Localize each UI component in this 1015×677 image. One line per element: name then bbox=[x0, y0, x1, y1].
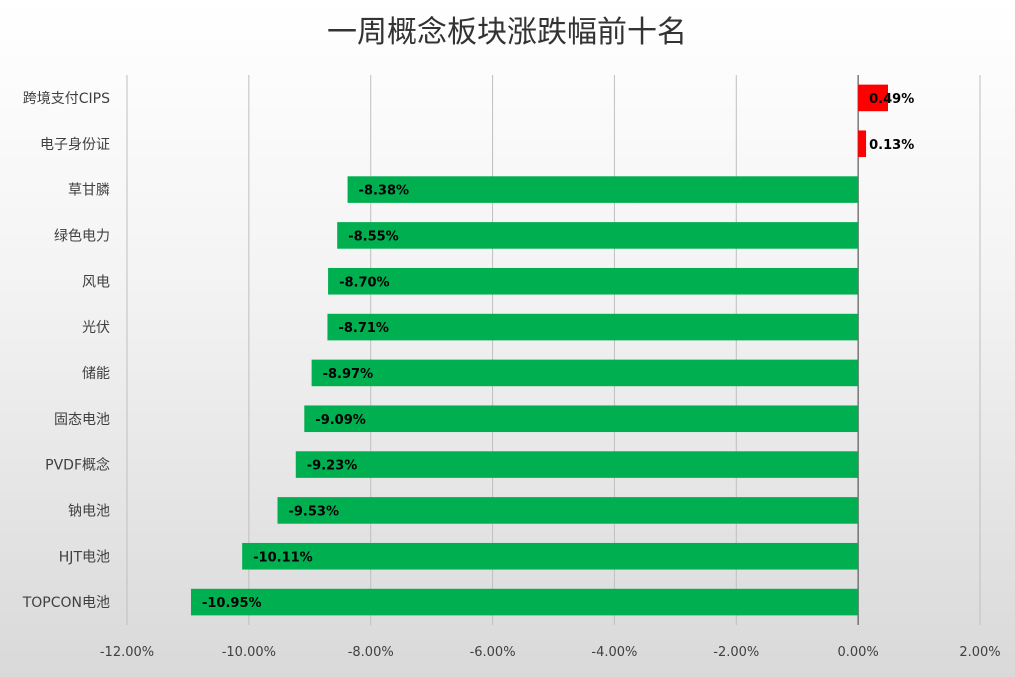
data-label: 0.49% bbox=[869, 92, 914, 107]
data-label: -10.95% bbox=[202, 596, 262, 611]
category-label: 钠电池 bbox=[68, 503, 110, 519]
data-label: -8.97% bbox=[323, 367, 374, 382]
x-tick-label: -10.00% bbox=[222, 645, 276, 660]
bar bbox=[295, 451, 859, 478]
x-tick-label: -2.00% bbox=[713, 645, 759, 660]
category-label: PVDF概念 bbox=[45, 457, 110, 474]
data-label: -8.70% bbox=[339, 275, 390, 290]
bars bbox=[190, 84, 888, 616]
bar bbox=[277, 497, 859, 524]
data-label: -8.55% bbox=[348, 229, 399, 244]
category-label: 风电 bbox=[82, 274, 110, 290]
bar bbox=[337, 222, 859, 249]
data-label: 0.13% bbox=[869, 138, 914, 153]
data-label: -10.11% bbox=[253, 550, 313, 565]
x-tick-label: 2.00% bbox=[959, 645, 1000, 660]
category-label: 光伏 bbox=[82, 320, 110, 336]
x-tick-label: -8.00% bbox=[348, 645, 394, 660]
x-tick-label: -6.00% bbox=[470, 645, 516, 660]
data-label: -8.38% bbox=[359, 184, 410, 199]
category-label: TOPCON电池 bbox=[22, 595, 110, 611]
x-tick-label: -12.00% bbox=[100, 645, 154, 660]
data-labels: 0.49% 0.13% -8.38% -8.55% -8.70% -8.71% -8.97%… bbox=[202, 92, 914, 611]
x-axis-tick-labels: -12.00% -10.00% -8.00% -6.00% -4.00% -2.00% 0.… bbox=[100, 645, 1001, 660]
data-label: -9.53% bbox=[288, 504, 339, 519]
x-tick-label: 0.00% bbox=[837, 645, 878, 660]
category-label: 储能 bbox=[82, 366, 110, 382]
category-label: 固态电池 bbox=[54, 412, 110, 428]
data-label: -9.23% bbox=[307, 459, 358, 474]
category-label: 跨境支付CIPS bbox=[23, 91, 110, 107]
data-label: -9.09% bbox=[315, 413, 366, 428]
bar bbox=[190, 588, 859, 616]
bar bbox=[858, 130, 867, 158]
data-label: -8.71% bbox=[338, 321, 389, 336]
bar bbox=[304, 405, 859, 433]
bar bbox=[328, 267, 859, 295]
category-label: 绿色电力 bbox=[54, 227, 110, 244]
gridlines bbox=[126, 75, 981, 625]
bar bbox=[242, 542, 859, 570]
bar bbox=[858, 84, 888, 112]
bar bbox=[347, 176, 859, 203]
category-label: 电子身份证 bbox=[40, 137, 110, 153]
x-tick-label: -4.00% bbox=[591, 645, 637, 660]
bar bbox=[327, 313, 859, 341]
bar bbox=[311, 359, 859, 387]
category-label: HJT电池 bbox=[59, 549, 110, 565]
chart-title: 一周概念板块涨跌幅前十名 bbox=[327, 15, 687, 50]
category-label: 草甘膦 bbox=[68, 183, 110, 199]
